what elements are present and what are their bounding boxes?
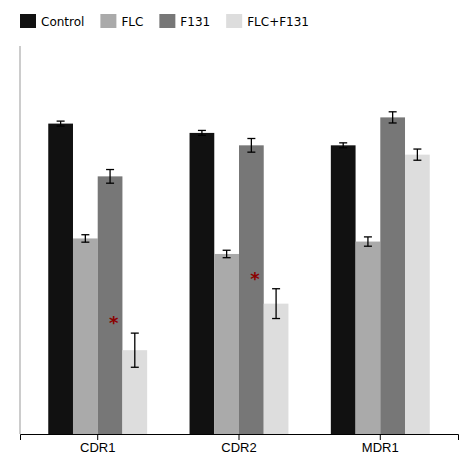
error-line — [367, 237, 368, 246]
error-cap — [81, 242, 89, 243]
error-cap — [223, 250, 231, 251]
error-cap — [339, 147, 347, 148]
error-bar — [106, 170, 114, 184]
bar — [264, 304, 289, 434]
error-bar — [57, 121, 65, 126]
error-line — [226, 250, 227, 257]
error-bar — [223, 250, 231, 257]
bar — [214, 254, 239, 434]
legend-swatch — [226, 14, 242, 28]
x-tick-label: CDR1 — [80, 440, 115, 455]
bar — [98, 176, 123, 434]
bar — [190, 133, 215, 434]
error-cap — [198, 135, 206, 136]
legend-item: F131 — [159, 14, 210, 29]
error-cap — [223, 257, 231, 258]
x-tick-label: CDR2 — [221, 440, 256, 455]
legend-swatch — [100, 14, 116, 28]
error-cap — [389, 111, 397, 112]
bar — [405, 155, 430, 434]
bar — [239, 145, 264, 434]
error-bar — [413, 149, 421, 160]
error-line — [343, 143, 344, 148]
x-tick: MDR1 — [362, 434, 399, 455]
legend-item: FLC+F131 — [226, 14, 309, 29]
bar — [331, 145, 356, 434]
error-cap — [364, 246, 372, 247]
bar — [380, 117, 405, 434]
legend-item: Control — [20, 14, 84, 29]
x-axis: CDR1 CDR2 MDR1 — [21, 434, 459, 455]
error-line — [85, 235, 86, 242]
error-line — [134, 333, 135, 367]
error-cap — [272, 288, 280, 289]
error-line — [275, 289, 276, 319]
error-cap — [364, 236, 372, 237]
error-bar — [339, 143, 347, 148]
error-bar — [247, 138, 255, 152]
legend-swatch — [20, 14, 36, 28]
error-bar — [272, 289, 280, 319]
error-cap — [198, 130, 206, 131]
legend-label: FLC — [121, 15, 143, 29]
y-axis-line — [20, 46, 21, 434]
error-cap — [106, 183, 114, 184]
legend: Control FLC F131 FLC+F131 — [20, 14, 309, 29]
error-cap — [81, 234, 89, 235]
error-cap — [339, 142, 347, 143]
error-line — [251, 138, 252, 152]
series — [122, 149, 429, 434]
legend-label: F131 — [180, 15, 210, 29]
plot: CDR1CDR2MDR1** — [20, 46, 459, 455]
x-tick-mark — [97, 434, 98, 440]
error-bar — [81, 235, 89, 242]
x-tick-label: MDR1 — [362, 440, 399, 455]
legend-swatch — [159, 14, 175, 28]
legend-item: FLC — [100, 14, 143, 29]
marks — [48, 112, 429, 434]
error-bar — [364, 237, 372, 246]
series — [98, 112, 405, 434]
error-cap — [57, 125, 65, 126]
chart: CDR1CDR2MDR1**ControlFLCF131FLC+F131 — [0, 0, 474, 474]
error-cap — [57, 120, 65, 121]
series — [48, 121, 355, 434]
x-tick: CDR2 — [221, 434, 256, 455]
legend-label: FLC+F131 — [247, 15, 309, 29]
error-cap — [247, 152, 255, 153]
error-line — [392, 112, 393, 123]
x-tick-mark — [380, 434, 381, 440]
error-cap — [413, 160, 421, 161]
bar — [356, 242, 381, 434]
annotations: ** — [109, 268, 260, 333]
error-bar — [131, 333, 139, 367]
error-cap — [272, 318, 280, 319]
error-line — [417, 149, 418, 160]
error-cap — [389, 122, 397, 123]
error-cap — [413, 148, 421, 149]
error-bar — [198, 130, 206, 135]
annotation: * — [109, 312, 119, 333]
bar — [48, 124, 73, 434]
error-line — [109, 170, 110, 184]
error-line — [201, 130, 202, 135]
error-cap — [106, 169, 114, 170]
x-axis-line — [21, 435, 459, 441]
error-bar — [389, 112, 397, 123]
error-cap — [131, 332, 139, 333]
annotation: * — [250, 268, 260, 289]
error-cap — [247, 138, 255, 139]
bar — [73, 238, 98, 434]
x-tick: CDR1 — [80, 434, 115, 455]
x-tick-mark — [239, 434, 240, 440]
error-cap — [131, 367, 139, 368]
error-line — [60, 121, 61, 126]
legend-label: Control — [41, 15, 84, 29]
